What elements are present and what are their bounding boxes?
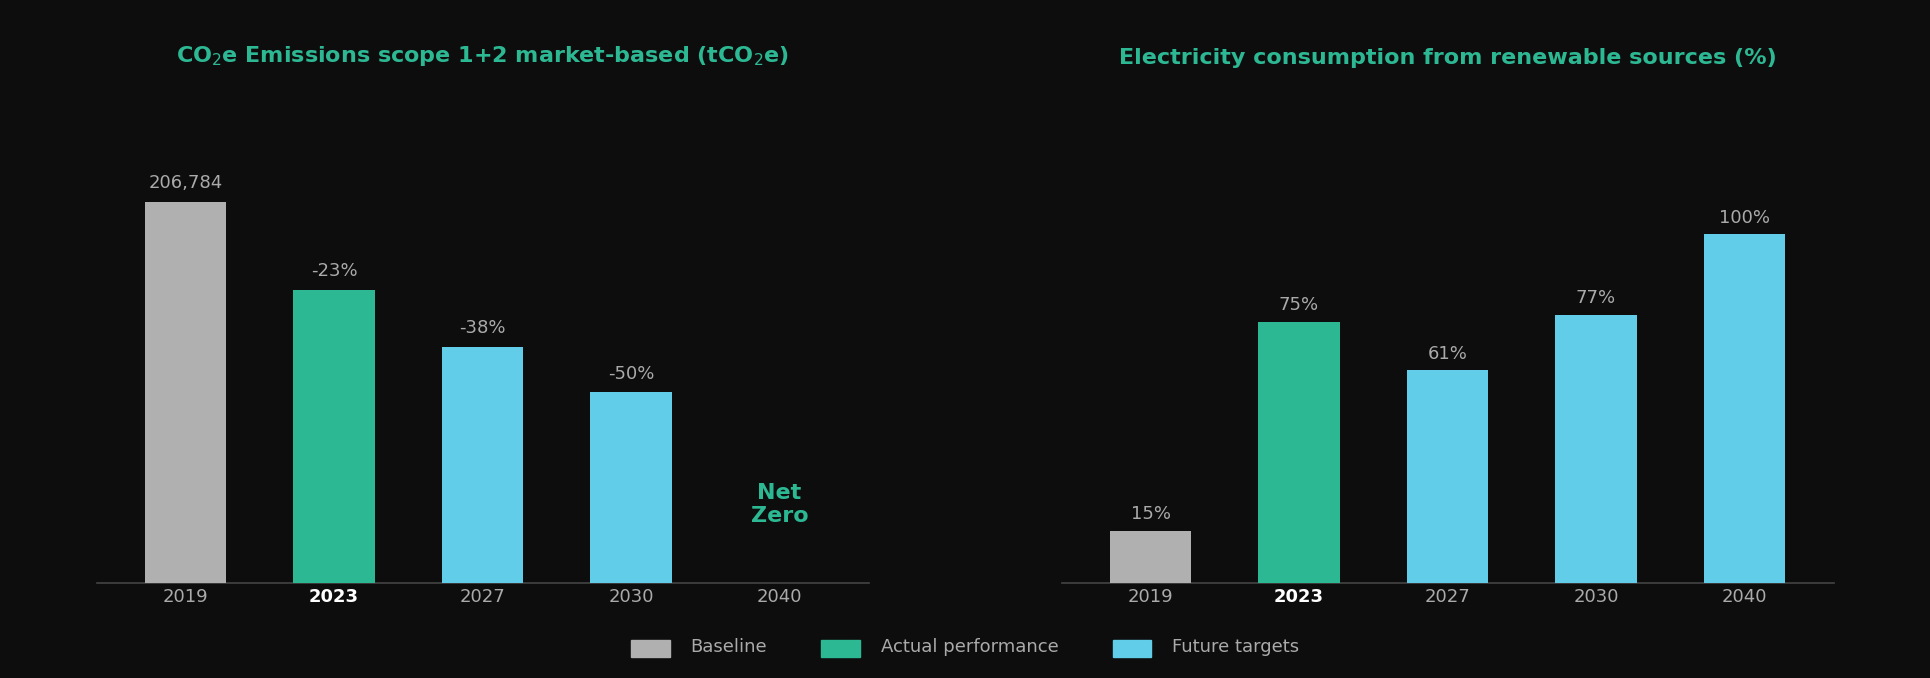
Text: -23%: -23%	[311, 262, 357, 280]
Legend: Baseline, Actual performance, Future targets: Baseline, Actual performance, Future tar…	[621, 626, 1309, 666]
Text: 100%: 100%	[1720, 209, 1770, 226]
Bar	[1110, 531, 1191, 583]
Text: 77%: 77%	[1577, 289, 1615, 307]
Bar	[1258, 321, 1339, 583]
Text: 75%: 75%	[1280, 296, 1318, 314]
Bar	[293, 290, 374, 583]
Text: Electricity consumption from renewable sources (%): Electricity consumption from renewable s…	[1119, 48, 1776, 68]
Bar	[145, 202, 226, 583]
Bar	[1407, 370, 1488, 583]
Bar	[1704, 235, 1785, 583]
Bar	[591, 393, 672, 583]
Text: 206,784: 206,784	[149, 174, 222, 192]
Text: 15%: 15%	[1131, 505, 1172, 523]
Text: 61%: 61%	[1428, 344, 1467, 363]
Bar	[1556, 315, 1637, 583]
Text: Net
Zero: Net Zero	[751, 483, 809, 526]
Text: -38%: -38%	[459, 319, 506, 337]
Text: -50%: -50%	[608, 365, 654, 383]
Bar	[442, 346, 523, 583]
Text: CO$_2$e Emissions scope 1+2 market-based (tCO$_2$e): CO$_2$e Emissions scope 1+2 market-based…	[176, 44, 789, 68]
